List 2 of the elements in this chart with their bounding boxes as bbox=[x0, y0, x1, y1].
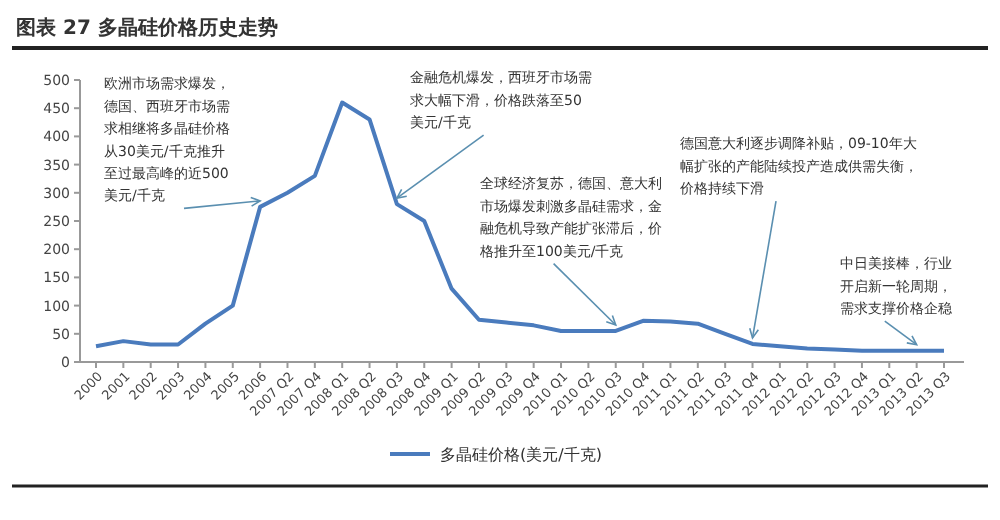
chart-title: 图表 27 多晶硅价格历史走势 bbox=[16, 16, 278, 40]
legend-label: 多晶硅价格(美元/千克) bbox=[440, 445, 602, 464]
